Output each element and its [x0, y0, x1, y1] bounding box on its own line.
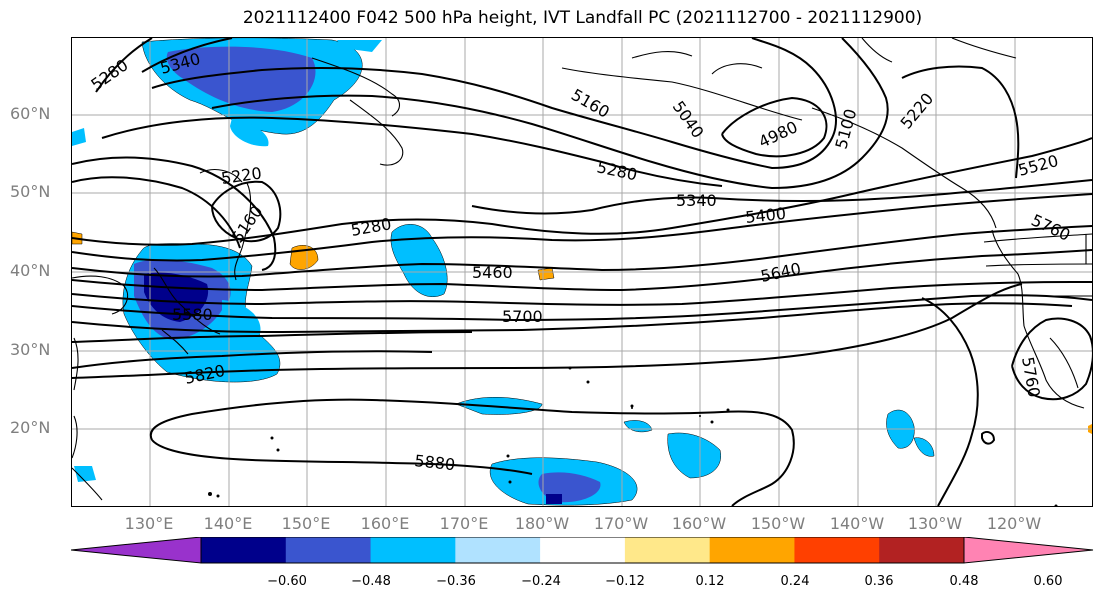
map-title: 2021112400 F042 500 hPa height, IVT Land…: [242, 8, 923, 28]
map-canvas: 5280 5340 5160 5040 4980 5100 5220 5520 …: [72, 38, 1092, 506]
contour-label-5760-b: 5760: [1018, 355, 1044, 398]
cbar-tick-neg060: −0.60: [267, 574, 307, 589]
contour-label-5160-a: 5160: [568, 85, 613, 122]
contour-label-5220-b: 5220: [220, 163, 263, 187]
lon-label-160w: 160°W: [671, 514, 727, 533]
cbar-tick-neg048: −0.48: [351, 574, 391, 589]
contour-label-5460: 5460: [472, 263, 513, 282]
cbar-tick-060: 0.60: [1033, 574, 1063, 589]
contour-label-5760-a: 5760: [1028, 210, 1073, 244]
lon-label-180w: 180°W: [514, 514, 570, 533]
contour-label-5880: 5880: [414, 451, 456, 474]
lon-label-160e: 160°E: [360, 514, 410, 533]
lon-label-140w: 140°W: [829, 514, 885, 533]
contour-label-5340-b: 5340: [676, 191, 717, 210]
lat-label-40n: 40°N: [10, 261, 51, 280]
map-panel: 5280 5340 5160 5040 4980 5100 5220 5520 …: [71, 37, 1093, 507]
lat-label-30n: 30°N: [10, 340, 51, 359]
lat-label-60n: 60°N: [10, 104, 51, 123]
colorbar-segment: [964, 537, 1093, 563]
colorbar-segment: [370, 537, 456, 563]
colorbar-segment: [540, 537, 626, 563]
contour-label-5640: 5640: [759, 259, 803, 286]
contour-label-5220-a: 5220: [897, 89, 938, 132]
islands: [208, 366, 1058, 506]
cbar-tick-036: 0.36: [864, 574, 894, 589]
colorbar-segment: [879, 537, 965, 563]
contour-label-5400: 5400: [744, 204, 786, 227]
contour-label-5040: 5040: [669, 97, 708, 141]
contour-label-5700: 5700: [502, 307, 543, 326]
height-contours: [72, 38, 1092, 506]
lon-label-170e: 170°E: [439, 514, 489, 533]
contour-label-5580: 5580: [172, 305, 213, 324]
cbar-tick-012: 0.12: [695, 574, 725, 589]
lon-label-120w: 120°W: [986, 514, 1042, 533]
colorbar-segment: [455, 537, 541, 563]
colorbar-segment: [794, 537, 880, 563]
lon-label-170w: 170°W: [593, 514, 649, 533]
colorbar-segment: [285, 537, 372, 563]
colorbar-segment: [624, 537, 711, 563]
colorbar-segment: [71, 537, 201, 563]
lon-label-150e: 150°E: [281, 514, 331, 533]
cbar-tick-neg012: −0.12: [605, 574, 645, 589]
lon-label-130w: 130°W: [907, 514, 963, 533]
cbar-tick-024: 0.24: [780, 574, 810, 589]
lon-label-140e: 140°E: [203, 514, 253, 533]
lon-label-150w: 150°W: [750, 514, 806, 533]
lon-label-130e: 130°E: [124, 514, 174, 533]
colorbar-segment: [201, 537, 287, 563]
contour-label-5280-b: 5280: [595, 157, 639, 184]
colorbar-segment: [709, 537, 795, 563]
contour-label-5520: 5520: [1016, 151, 1060, 180]
contour-label-4980: 4980: [756, 117, 801, 151]
graticule: [72, 38, 1092, 506]
cbar-tick-048: 0.48: [949, 574, 979, 589]
colorbar-svg: [70, 536, 1094, 564]
colorbar: [70, 536, 1095, 569]
cbar-tick-neg036: −0.36: [436, 574, 476, 589]
lat-label-50n: 50°N: [10, 182, 51, 201]
lat-label-20n: 20°N: [10, 418, 51, 437]
contour-label-5280-a: 5280: [87, 55, 131, 94]
cbar-tick-neg024: −0.24: [521, 574, 561, 589]
